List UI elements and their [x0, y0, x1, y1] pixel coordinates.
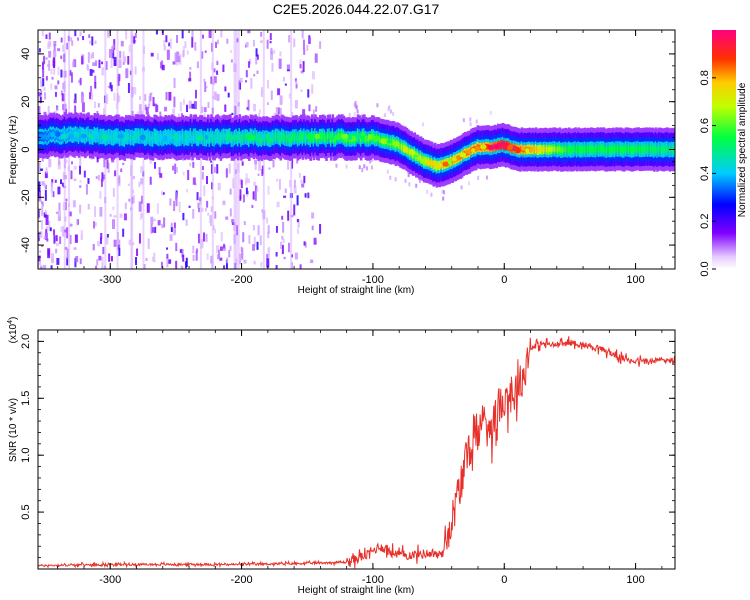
snr-y-axis: 0.5 1.0 1.5 2.0: [20, 334, 675, 559]
y-tick-label: 1.0: [20, 448, 32, 463]
spectrogram-ridge: [38, 112, 675, 188]
y-tick-label: 2.0: [20, 334, 32, 349]
snr-scale-factor: (x104): [7, 317, 19, 344]
snr-xlabel: Height of straight line (km): [298, 585, 415, 596]
x-tick-label: 0: [501, 574, 507, 586]
spectrogram-ylabel: Frequency (Hz): [8, 116, 19, 185]
y-tick-label: 0: [20, 146, 32, 152]
x-tick-label: -300: [99, 274, 121, 286]
colorbar-tick-label: 0.8: [699, 70, 711, 85]
snr-series-line: [38, 336, 675, 569]
colorbar-ticks: 0.0 0.2 0.4 0.6 0.8: [699, 70, 716, 277]
y-tick-label: 40: [20, 48, 32, 60]
colorbar-tick-label: 0.6: [699, 118, 711, 133]
colorbar-tick-label: 0.2: [699, 214, 711, 229]
x-tick-label: 100: [626, 274, 644, 286]
spectrogram-y-axis: -40 -20 0 20 40: [20, 29, 675, 270]
snr-x-axis: -300 -200 -100 0 100: [57, 330, 663, 586]
snr-ylabel: SNR (10 * v/v): [8, 398, 19, 462]
y-tick-label: 20: [20, 96, 32, 108]
x-tick-label: -300: [99, 574, 121, 586]
colorbar-tick-label: 0.4: [699, 166, 711, 181]
colorbar: 0.0 0.2 0.4 0.6 0.8 Normalized spectral ampl…: [699, 30, 748, 277]
spectrogram-xlabel: Height of straight line (km): [298, 285, 415, 296]
x-tick-label: -100: [362, 274, 384, 286]
y-tick-label: -20: [20, 189, 32, 205]
colorbar-gradient: [712, 30, 736, 269]
spectrogram-x-axis: -300 -200 -100 0 100: [57, 30, 663, 286]
snr-plot-area: [38, 330, 675, 569]
y-tick-label: -40: [20, 237, 32, 253]
x-tick-label: -100: [362, 574, 384, 586]
y-tick-label: 0.5: [20, 504, 32, 519]
x-tick-label: 100: [626, 574, 644, 586]
y-tick-label: 1.5: [20, 391, 32, 406]
figure-title: C2E5.2026.044.22.07.G17: [273, 1, 440, 17]
snr-frame: [37, 329, 676, 570]
x-tick-label: -200: [231, 574, 253, 586]
x-tick-label: 0: [501, 274, 507, 286]
snr-panel: -300 -200 -100 0 100 0.5 1.0 1.5 2.0 Height of …: [7, 317, 676, 596]
x-tick-label: -200: [231, 274, 253, 286]
colorbar-tick-label: 0.0: [699, 261, 711, 276]
colorbar-label: Normalized spectral amplitude: [737, 82, 748, 217]
